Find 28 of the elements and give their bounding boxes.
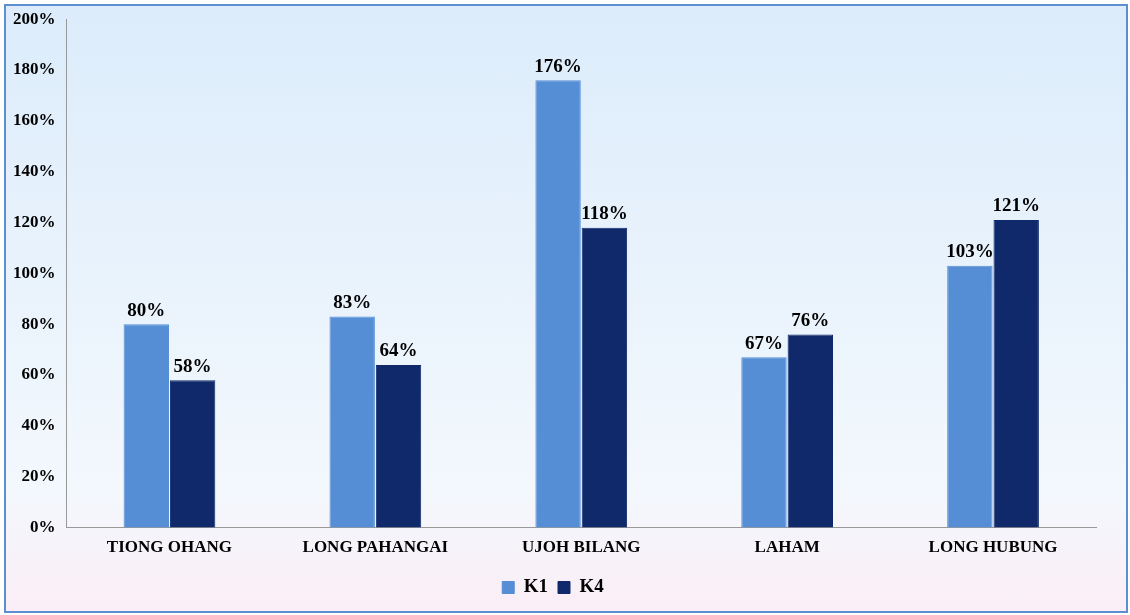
y-tick-label: 20% bbox=[21, 466, 56, 486]
data-label: 58% bbox=[173, 354, 212, 376]
y-tick-label: 180% bbox=[13, 59, 56, 79]
data-label: 80% bbox=[127, 298, 166, 320]
data-label: 76% bbox=[791, 308, 830, 330]
data-label: 83% bbox=[333, 291, 372, 313]
x-tick-label: LAHAM bbox=[754, 537, 820, 557]
legend-label: K1 bbox=[523, 575, 548, 597]
x-tick-label: LONG HUBUNG bbox=[928, 537, 1058, 557]
data-label: 64% bbox=[379, 339, 418, 361]
x-tick-label: UJOH BILANG bbox=[521, 537, 641, 557]
x-tick-label: TIONG OHANG bbox=[106, 537, 233, 557]
data-label: 67% bbox=[744, 331, 783, 353]
data-label: 118% bbox=[581, 202, 628, 224]
data-label: 103% bbox=[946, 240, 994, 262]
y-tick-label: 100% bbox=[13, 262, 56, 282]
data-label: 176% bbox=[534, 54, 582, 76]
y-tick-label: 160% bbox=[13, 110, 56, 130]
legend-label: K4 bbox=[579, 575, 605, 597]
y-tick-label: 60% bbox=[21, 364, 56, 384]
y-tick-label: 200% bbox=[13, 8, 56, 28]
y-tick-label: 120% bbox=[13, 211, 56, 231]
y-tick-label: 80% bbox=[21, 313, 56, 333]
y-tick-label: 0% bbox=[30, 516, 56, 536]
y-tick-label: 140% bbox=[13, 161, 56, 181]
y-tick-label: 40% bbox=[21, 415, 56, 435]
x-tick-label: LONG PAHANGAI bbox=[302, 537, 449, 557]
data-label: 121% bbox=[992, 194, 1040, 216]
